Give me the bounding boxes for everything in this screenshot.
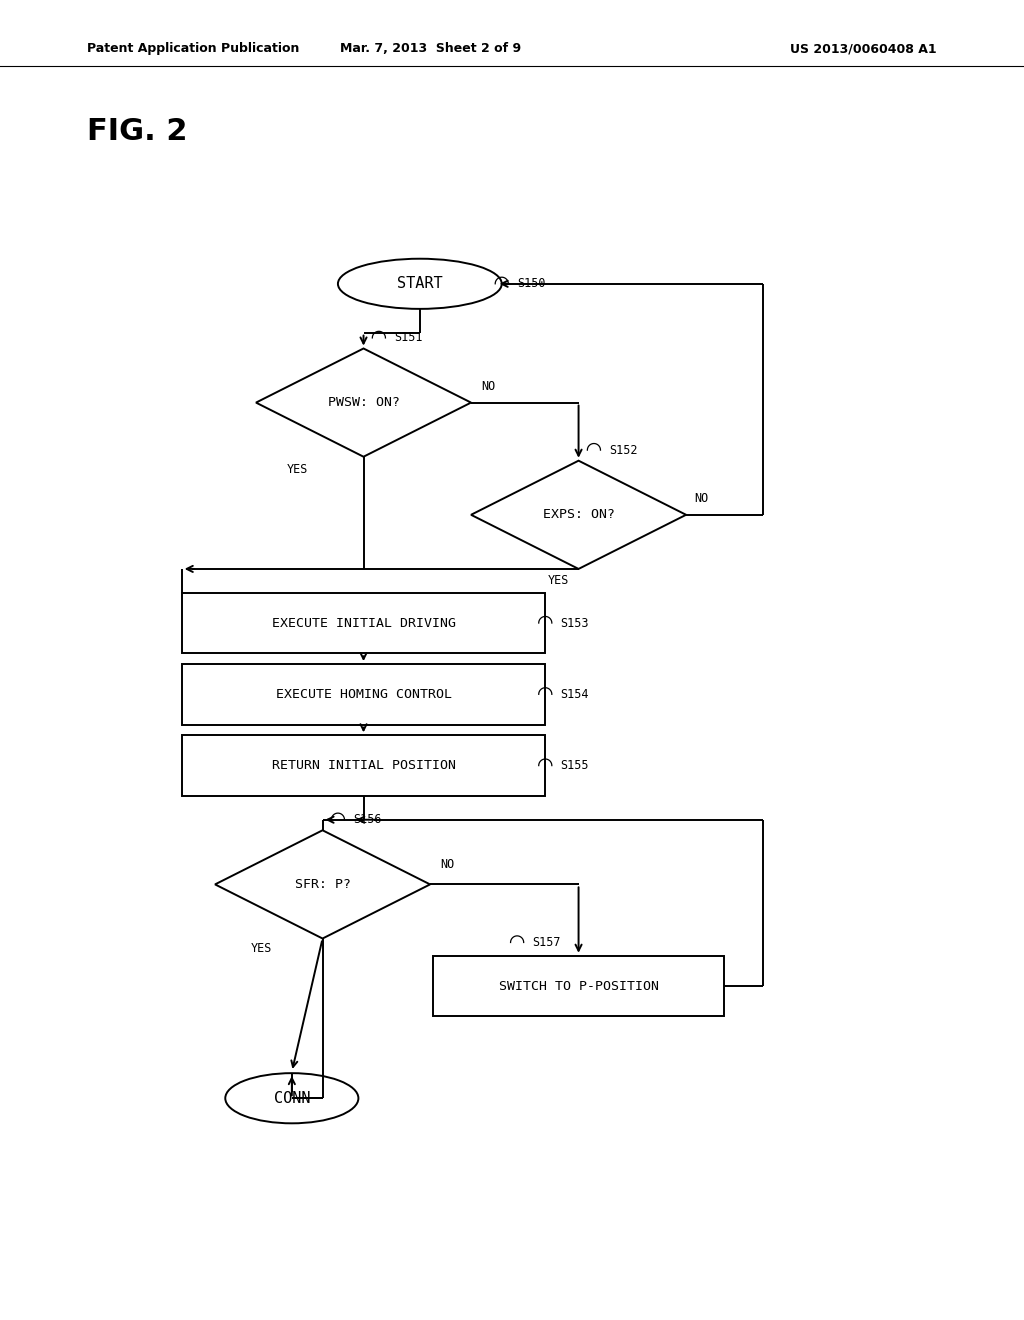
Text: PWSW: ON?: PWSW: ON? (328, 396, 399, 409)
Bar (182, 664, 545, 725)
Text: S152: S152 (609, 444, 638, 457)
Text: S157: S157 (532, 936, 561, 949)
Text: S155: S155 (561, 759, 589, 772)
Text: SFR: P?: SFR: P? (295, 878, 350, 891)
Text: NO: NO (440, 858, 455, 871)
Text: S156: S156 (353, 813, 382, 826)
Ellipse shape (338, 259, 502, 309)
Bar (432, 956, 725, 1016)
Text: EXECUTE INITIAL DRIVING: EXECUTE INITIAL DRIVING (271, 616, 456, 630)
Text: SWITCH TO P-POSITION: SWITCH TO P-POSITION (499, 979, 658, 993)
Bar (182, 593, 545, 653)
Text: START: START (397, 276, 442, 292)
Text: S151: S151 (394, 331, 423, 345)
Text: RETURN INITIAL POSITION: RETURN INITIAL POSITION (271, 759, 456, 772)
Text: FIG. 2: FIG. 2 (87, 117, 187, 147)
Text: NO: NO (481, 380, 496, 393)
Text: YES: YES (287, 463, 308, 477)
Polygon shape (471, 461, 686, 569)
Text: YES: YES (548, 574, 568, 587)
Text: Mar. 7, 2013  Sheet 2 of 9: Mar. 7, 2013 Sheet 2 of 9 (340, 42, 520, 55)
Text: NO: NO (694, 492, 709, 506)
Polygon shape (256, 348, 471, 457)
Text: EXPS: ON?: EXPS: ON? (543, 508, 614, 521)
Text: CONN: CONN (273, 1090, 310, 1106)
Ellipse shape (225, 1073, 358, 1123)
Text: Patent Application Publication: Patent Application Publication (87, 42, 299, 55)
Text: YES: YES (251, 942, 272, 956)
Text: S154: S154 (561, 688, 589, 701)
Text: S153: S153 (561, 616, 589, 630)
Polygon shape (215, 830, 430, 939)
Bar (182, 735, 545, 796)
Text: S150: S150 (517, 277, 546, 290)
Text: EXECUTE HOMING CONTROL: EXECUTE HOMING CONTROL (275, 688, 452, 701)
Text: US 2013/0060408 A1: US 2013/0060408 A1 (791, 42, 937, 55)
